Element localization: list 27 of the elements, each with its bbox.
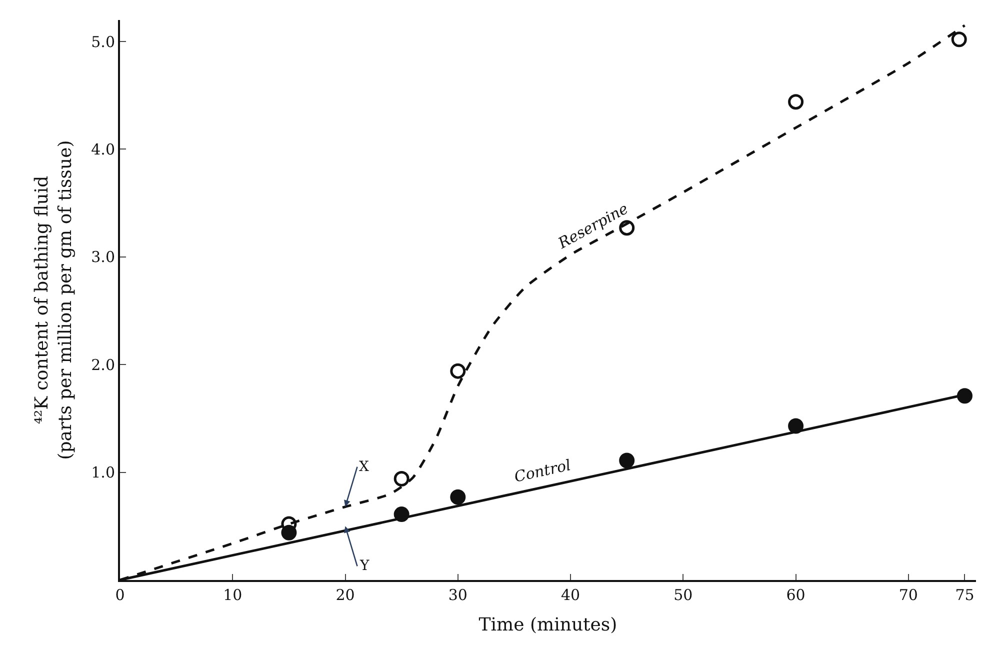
point [788, 94, 804, 110]
point [450, 489, 466, 505]
x-tick-label: 20 [336, 586, 355, 604]
point [281, 524, 297, 540]
y-tick-label: 1.0 [91, 464, 115, 482]
y-tick-label: 5.0 [91, 32, 115, 51]
x-tick-label: 0 [115, 586, 125, 604]
point [619, 452, 635, 468]
annotation: Y [359, 558, 370, 574]
x-axis-title: Time (minutes) [478, 614, 618, 636]
x-tick-label: 70 [898, 586, 918, 604]
y-axis-title: ⁴²K content of bathing fluid (parts per million per gm of tissue) [31, 140, 76, 460]
x-tick-label: 50 [674, 586, 693, 604]
x-tick-label: 60 [786, 586, 806, 604]
point [394, 471, 410, 487]
annotation: X [359, 459, 369, 475]
point [450, 363, 466, 379]
y-tick-label: 2.0 [91, 356, 115, 374]
y-tick-label: 4.0 [91, 140, 115, 158]
y-tick-label: 3.0 [91, 248, 115, 266]
x-tick-label: 30 [448, 586, 468, 604]
x-tick-label: 10 [223, 586, 242, 604]
x-tick-label: 75 [955, 586, 974, 604]
x-tick-label: 40 [560, 586, 580, 604]
point [956, 388, 972, 404]
text: Control [512, 456, 573, 486]
point [951, 32, 967, 48]
